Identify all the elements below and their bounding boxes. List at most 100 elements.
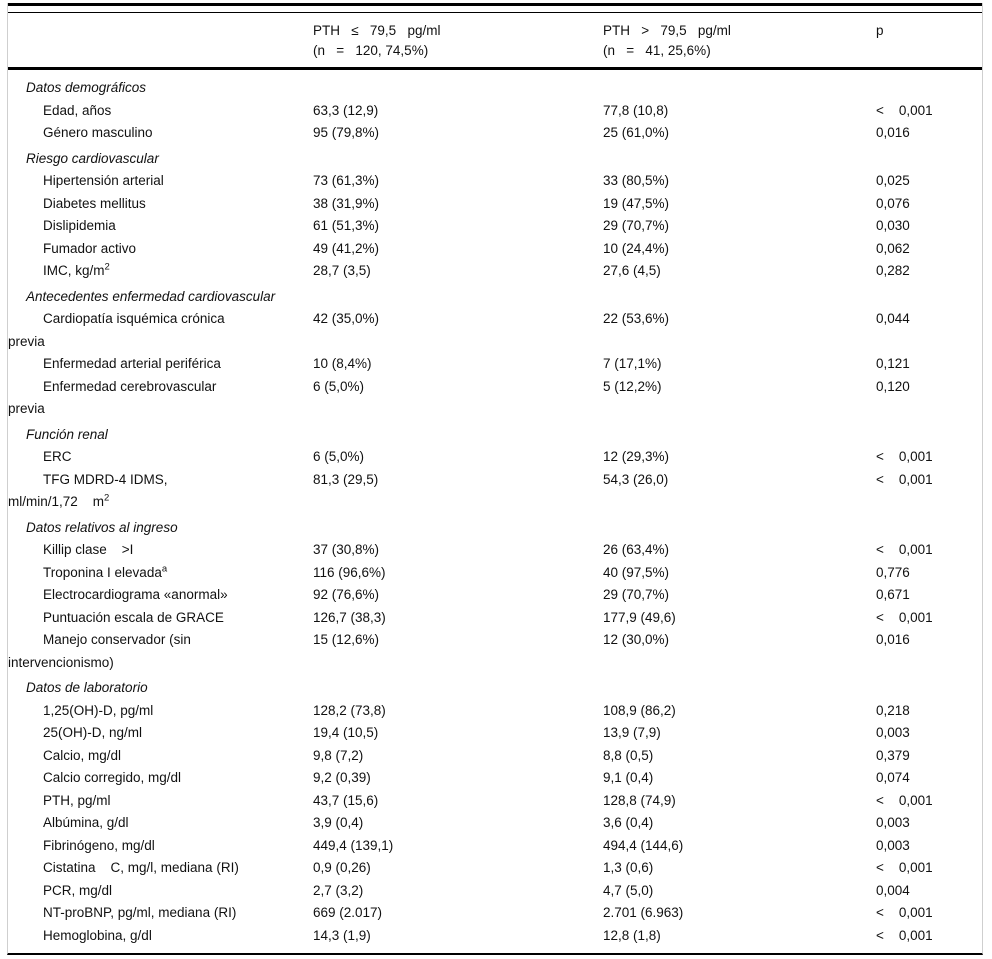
row-label: TFG MDRD-4 IDMS, ml/min/1,72 m2	[8, 471, 168, 510]
value-pth-high: 22 (53,6%)	[603, 311, 670, 326]
value-pth-low: 126,7 (38,3)	[313, 609, 386, 625]
value-pth-high: 54,3 (26,0)	[603, 471, 669, 487]
value-pth-low: 61 (51,3%)	[313, 218, 380, 233]
section-title: Datos relativos al ingreso	[26, 519, 178, 535]
row-label: Killip clase >I	[43, 542, 134, 557]
value-pth-low: 15 (12,6%)	[313, 632, 380, 647]
row-label: Calcio, mg/dl	[43, 747, 122, 763]
row-label: Electrocardiograma «anormal»	[43, 587, 228, 602]
row-label: Fibrinógeno, mg/dl	[43, 837, 155, 853]
row-label: Cistatina C, mg/l, mediana (RI)	[43, 860, 239, 875]
value-pth-low: 37 (30,8%)	[313, 542, 380, 557]
table-row: Fibrinógeno, mg/dl 449,4 (139,1) 494,4 (14…	[8, 835, 982, 858]
value-pth-high: 25 (61,0%)	[603, 125, 670, 140]
value-pth-high: 128,8 (74,9)	[603, 792, 676, 808]
value-pth-low: 6 (5,0%)	[313, 378, 365, 394]
value-pth-high: 4,7 (5,0)	[603, 882, 654, 898]
row-label: Hipertensión arterial	[43, 173, 164, 188]
row-label: Enfermedad arterial periférica	[43, 356, 221, 371]
value-pth-low: 3,9 (0,4)	[313, 815, 364, 830]
table-row: PCR, mg/dl 2,7 (3,2) 4,7 (5,0) 0,004	[8, 880, 982, 903]
table-row: NT-proBNP, pg/ml, mediana (RI) 669 (2.017…	[8, 902, 982, 925]
table-row: Cardiopatía isquémica crónica previa 42 (…	[8, 308, 982, 353]
value-pth-high: 26 (63,4%)	[603, 542, 670, 557]
row-label: Manejo conservador (sin intervencionismo…	[8, 632, 191, 670]
p-value: < 0,001	[876, 449, 933, 464]
value-pth-high: 5 (12,2%)	[603, 378, 662, 394]
row-label: ERC	[43, 449, 72, 464]
value-pth-high: 2.701 (6.963)	[603, 905, 684, 920]
table-row: Fumador activo 49 (41,2%) 10 (24,4%) 0,062	[8, 238, 982, 261]
value-pth-high: 19 (47,5%)	[603, 195, 670, 211]
header-empty-cell	[8, 21, 313, 61]
value-pth-low: 38 (31,9%)	[313, 195, 380, 211]
table-row: Dislipidemia 61 (51,3%) 29 (70,7%) 0,030	[8, 215, 982, 238]
value-pth-high: 10 (24,4%)	[603, 240, 670, 256]
p-value: 0,003	[876, 725, 910, 740]
p-value: < 0,001	[876, 860, 933, 875]
value-pth-low: 81,3 (29,5)	[313, 471, 379, 487]
table-row: Calcio, mg/dl 9,8 (7,2) 8,8 (0,5) 0,379	[8, 745, 982, 768]
p-value: 0,062	[876, 240, 910, 256]
value-pth-high: 33 (80,5%)	[603, 173, 670, 188]
table-row: Killip clase >I 37 (30,8%) 26 (63,4%) < 0,0…	[8, 539, 982, 562]
value-pth-low: 128,2 (73,8)	[313, 702, 386, 718]
p-value: 0,121	[876, 356, 910, 371]
header-pth-high-group: PTH > 79,5 pg/ml (n = 41, 25,6%)	[603, 23, 731, 58]
baseline-characteristics-table: PTH ≤ 79,5 pg/ml (n = 120, 74,5%) PTH > …	[7, 3, 983, 955]
p-value: 0,004	[876, 882, 910, 898]
value-pth-high: 12,8 (1,8)	[603, 927, 661, 943]
header-pth-low-group: PTH ≤ 79,5 pg/ml (n = 120, 74,5%)	[313, 23, 441, 58]
value-pth-low: 49 (41,2%)	[313, 240, 380, 256]
p-value: 0,074	[876, 770, 910, 785]
value-pth-low: 2,7 (3,2)	[313, 882, 364, 898]
value-pth-low: 73 (61,3%)	[313, 173, 380, 188]
p-value: 0,003	[876, 837, 910, 853]
table-row: Cistatina C, mg/l, mediana (RI) 0,9 (0,26…	[8, 857, 982, 880]
table-row: Electrocardiograma «anormal» 92 (76,6%) 29…	[8, 584, 982, 607]
table-row: Manejo conservador (sin intervencionismo…	[8, 629, 982, 674]
p-value: 0,003	[876, 815, 910, 830]
value-pth-low: 43,7 (15,6)	[313, 792, 379, 808]
p-value: 0,016	[876, 632, 910, 647]
value-pth-low: 28,7 (3,5)	[313, 263, 371, 278]
p-value: < 0,001	[876, 905, 933, 920]
section-row: Función renal	[8, 424, 982, 447]
value-pth-low: 9,8 (7,2)	[313, 747, 364, 763]
value-pth-high: 3,6 (0,4)	[603, 815, 654, 830]
value-pth-high: 8,8 (0,5)	[603, 747, 654, 763]
value-pth-low: 449,4 (139,1)	[313, 837, 394, 853]
value-pth-low: 63,3 (12,9)	[313, 102, 379, 118]
section-row: Datos de laboratorio	[8, 677, 982, 700]
value-pth-high: 77,8 (10,8)	[603, 102, 669, 118]
section-title: Datos demográficos	[26, 80, 147, 95]
section-title: Antecedentes enfermedad cardiovascular	[26, 288, 276, 304]
value-pth-high: 494,4 (144,6)	[603, 837, 684, 853]
row-label: Diabetes mellitus	[43, 195, 146, 211]
value-pth-high: 9,1 (0,4)	[603, 770, 654, 785]
table-row: 1,25(OH)-D, pg/ml 128,2 (73,8) 108,9 (86,2…	[8, 700, 982, 723]
table-row: Albúmina, g/dl 3,9 (0,4) 3,6 (0,4) 0,003	[8, 812, 982, 835]
row-label: PCR, mg/dl	[43, 882, 113, 898]
value-pth-high: 108,9 (86,2)	[603, 702, 676, 718]
value-pth-high: 1,3 (0,6)	[603, 860, 654, 875]
value-pth-low: 92 (76,6%)	[313, 587, 380, 602]
value-pth-high: 7 (17,1%)	[603, 356, 662, 371]
row-label: Enfermedad cerebrovascular previa	[8, 378, 217, 417]
row-label: PTH, pg/ml	[43, 792, 111, 808]
value-pth-high: 13,9 (7,9)	[603, 725, 661, 740]
p-value: 0,282	[876, 263, 910, 278]
header-p-column: p	[876, 23, 884, 38]
value-pth-low: 19,4 (10,5)	[313, 725, 379, 740]
value-pth-high: 177,9 (49,6)	[603, 609, 676, 625]
value-pth-low: 42 (35,0%)	[313, 311, 380, 326]
value-pth-low: 10 (8,4%)	[313, 356, 372, 371]
table-row: Género masculino 95 (79,8%) 25 (61,0%) 0,01…	[8, 122, 982, 145]
value-pth-low: 6 (5,0%)	[313, 449, 365, 464]
table-row: TFG MDRD-4 IDMS, ml/min/1,72 m2 81,3 (29,…	[8, 469, 982, 514]
row-label: Albúmina, g/dl	[43, 815, 129, 830]
p-value: < 0,001	[876, 927, 933, 943]
value-pth-high: 29 (70,7%)	[603, 218, 670, 233]
row-label: Calcio corregido, mg/dl	[43, 770, 182, 785]
value-pth-high: 27,6 (4,5)	[603, 263, 661, 278]
